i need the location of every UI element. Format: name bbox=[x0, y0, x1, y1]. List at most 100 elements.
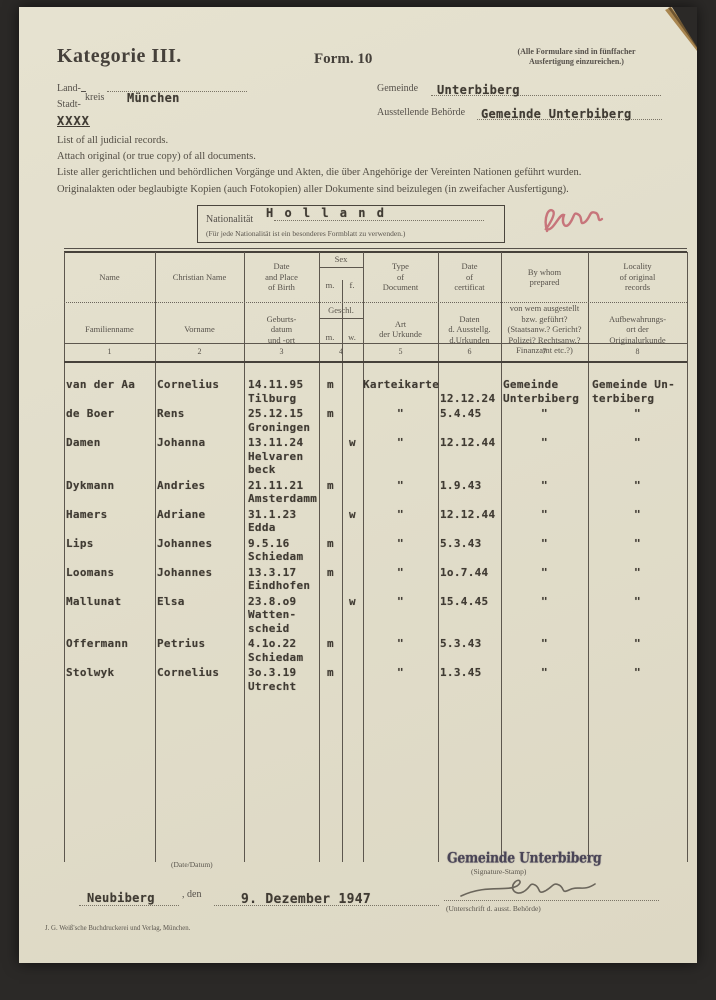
sex-sub-label: m. bbox=[325, 279, 335, 290]
nationality-note: (Für jede Nationalität ist ein besondere… bbox=[206, 229, 406, 238]
place-value: Neubiberg bbox=[87, 891, 155, 905]
col-number-1: 1 bbox=[107, 347, 112, 357]
cell-loc: " bbox=[634, 594, 641, 608]
col-number-6: 6 bbox=[467, 347, 472, 357]
cell-by: Gemeinde Unterbiberg bbox=[503, 378, 580, 405]
col-number-5: 5 bbox=[398, 347, 403, 357]
form-number: Form. 10 bbox=[314, 51, 373, 67]
sex-male-mark: m bbox=[327, 637, 334, 650]
cell-doc: " bbox=[397, 594, 404, 608]
col-number-2: 2 bbox=[197, 347, 202, 357]
cell-loc: " bbox=[634, 666, 641, 679]
col-header-4: Geschl. m. w. bbox=[319, 303, 363, 356]
red-initials-handwriting bbox=[544, 208, 604, 233]
copies-note: (Alle Formulare sind in fünffacher Ausfe… bbox=[517, 47, 636, 66]
cell-birth: 14.11.95 Tilburg bbox=[248, 378, 304, 405]
cell-birth: 31.1.23 Edda bbox=[248, 507, 297, 535]
cell-doc: " bbox=[397, 436, 404, 449]
cell-name: de Boer bbox=[66, 407, 115, 420]
cell-by: " bbox=[541, 478, 548, 492]
cell-vorname: Adriane bbox=[157, 507, 206, 521]
unterschrift-label: (Unterschrift d. ausst. Behörde) bbox=[446, 904, 541, 913]
stadt-label: Stadt- bbox=[57, 99, 81, 110]
cell-vorname: Johannes bbox=[157, 536, 213, 550]
sex-male-mark: m bbox=[327, 478, 334, 492]
cell-date: 5.3.43 bbox=[440, 637, 482, 650]
cell-birth: 13.11.24 Helvaren beck bbox=[248, 436, 304, 476]
cell-date: 15.4.45 bbox=[440, 594, 489, 608]
table-body: van der Aa Cornelius 14.11.95 Tilburg m Kart… bbox=[64, 363, 687, 693]
instruction-line-1: List of all judicial records. bbox=[57, 135, 169, 146]
cell-loc: " bbox=[634, 536, 641, 550]
cell-name: Damen bbox=[66, 436, 101, 449]
nationality-dotted-line bbox=[274, 220, 484, 221]
sex-male-mark: m bbox=[327, 666, 334, 679]
col-header-7: von wem ausgestellt bzw. geführt? (Staat… bbox=[507, 303, 582, 355]
cell-doc: " bbox=[397, 536, 404, 550]
sex-header-label: Geschl. bbox=[328, 305, 354, 315]
sex-female-mark bbox=[342, 407, 363, 434]
record-row-2: de Boer Rens 25.12.15 Groningen m " 5.4.45 " " bbox=[64, 407, 687, 434]
behoerde-dotted-line bbox=[477, 119, 662, 120]
brace-line bbox=[81, 91, 86, 92]
cell-birth: 3o.3.19 Utrecht bbox=[248, 666, 297, 693]
sex-header-label: Sex bbox=[334, 254, 348, 264]
table-vline-8 bbox=[687, 252, 688, 862]
cell-birth: 23.8.o9 Watten- scheid bbox=[248, 594, 297, 635]
cell-vorname: Elsa bbox=[157, 594, 185, 608]
gemeinde-value: Unterbiberg bbox=[437, 83, 520, 97]
instruction-line-2: Attach original (or true copy) of all do… bbox=[57, 151, 256, 162]
sex-sub-label: m. bbox=[325, 331, 335, 342]
cell-loc: " bbox=[634, 565, 641, 579]
cell-birth: 9.5.16 Schiedam bbox=[248, 536, 304, 564]
table-header-numbers: 1 2 3 4 5 6 7 8 bbox=[64, 344, 687, 363]
land-label: Land- bbox=[57, 83, 81, 94]
record-row-9: Offermann Petrius 4.1o.22 Schiedam m " 5.3.43… bbox=[64, 637, 687, 664]
cell-loc: " bbox=[634, 637, 641, 650]
signature-dotted-line bbox=[444, 900, 659, 901]
sex-sub-label: f. bbox=[349, 279, 355, 290]
cell-by: " bbox=[541, 594, 548, 608]
kreis-label: kreis bbox=[85, 92, 105, 103]
signature-stamp-label: (Signature-Stamp) bbox=[471, 867, 527, 876]
sex-male-mark: m bbox=[327, 536, 334, 550]
col-number-4: 4 bbox=[339, 347, 343, 357]
cell-sex: w bbox=[319, 595, 363, 636]
table-top-rule-thick bbox=[64, 251, 687, 253]
cell-birth: 21.11.21 Amsterdamm bbox=[248, 478, 318, 506]
cell-by: " bbox=[541, 637, 548, 650]
nationality-value: H o l l a n d bbox=[266, 206, 386, 220]
cell-vorname: Petrius bbox=[157, 637, 206, 650]
cell-name: Stolwyk bbox=[66, 666, 115, 679]
sex-male-mark: m bbox=[327, 565, 334, 579]
cell-loc: " bbox=[634, 436, 641, 449]
gemeinde-dotted-line bbox=[431, 95, 661, 96]
cell-by: " bbox=[541, 565, 548, 579]
cell-by: " bbox=[541, 507, 548, 521]
cell-name: Lips bbox=[66, 536, 94, 550]
col-header-7: By whom prepared bbox=[527, 266, 562, 288]
signature-scribble bbox=[460, 879, 596, 897]
sex-female-mark: w bbox=[349, 507, 356, 521]
cell-name: Loomans bbox=[66, 565, 115, 579]
col-header-6: Daten d. Ausstellg. d.Urkunden bbox=[448, 313, 491, 345]
sex-male-mark bbox=[319, 508, 342, 535]
cell-sex: m bbox=[319, 479, 363, 506]
sex-female-mark bbox=[342, 566, 363, 593]
col-number-7: 7 bbox=[542, 347, 547, 357]
sex-female-mark: w bbox=[349, 594, 356, 608]
date-datum-label: (Date/Datum) bbox=[171, 860, 213, 869]
cell-vorname: Rens bbox=[157, 407, 185, 420]
sex-male-mark bbox=[319, 595, 342, 636]
cell-vorname: Andries bbox=[157, 478, 206, 492]
col-header-3: Date and Place of Birth bbox=[265, 261, 298, 293]
cell-name: Offermann bbox=[66, 637, 129, 650]
cell-doc: Karteikarte bbox=[363, 378, 440, 391]
record-row-1: van der Aa Cornelius 14.11.95 Tilburg m Kart… bbox=[64, 378, 687, 405]
table-top-rule-thin bbox=[64, 248, 687, 249]
col-header-2: Vorname bbox=[184, 324, 215, 334]
cell-by: " bbox=[541, 436, 548, 449]
col-number-3: 3 bbox=[279, 347, 284, 357]
table-vline-0 bbox=[64, 252, 65, 862]
